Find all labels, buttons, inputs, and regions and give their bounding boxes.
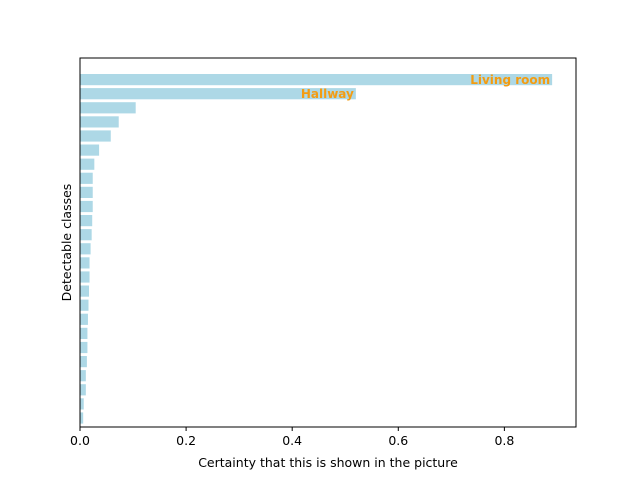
bars-group (80, 74, 553, 424)
bar-2 (80, 102, 136, 114)
bar-3 (80, 116, 119, 128)
bar-10 (80, 215, 93, 227)
x-tick-label-4: 0.8 (494, 433, 514, 448)
bar-13 (80, 257, 90, 269)
bar-1 (80, 88, 356, 100)
x-tick-label-1: 0.2 (176, 433, 196, 448)
bar-8 (80, 186, 93, 198)
bar-4 (80, 130, 111, 142)
bar-11 (80, 229, 92, 241)
y-axis-label: Detectable classes (59, 184, 74, 302)
x-tick-label-0: 0.0 (70, 433, 90, 448)
bar-23 (80, 398, 84, 410)
x-axis-ticks: 0.0 0.2 0.4 0.6 0.8 (70, 427, 514, 448)
bar-21 (80, 370, 86, 382)
x-axis-label: Certainty that this is shown in the pict… (198, 455, 458, 470)
bar-15 (80, 285, 90, 297)
bar-18 (80, 327, 88, 339)
bar-19 (80, 341, 88, 354)
x-tick-label-2: 0.4 (282, 433, 302, 448)
bar-14 (80, 271, 90, 283)
bar-17 (80, 313, 88, 325)
bar-5 (80, 144, 100, 156)
plot-frame (79, 57, 577, 428)
bar-label-1: Hallway (301, 87, 354, 101)
bar-12 (80, 243, 91, 255)
bar-24 (80, 412, 84, 424)
bar-20 (80, 356, 87, 368)
bar-22 (80, 384, 86, 396)
bar-6 (80, 158, 95, 170)
bar-16 (80, 299, 89, 311)
bar-labels-group: Living room Hallway (301, 73, 550, 101)
bar-0 (80, 74, 553, 86)
bar-7 (80, 172, 93, 184)
bar-label-0: Living room (470, 73, 550, 87)
x-tick-label-3: 0.6 (388, 433, 408, 448)
bar-9 (80, 200, 93, 213)
